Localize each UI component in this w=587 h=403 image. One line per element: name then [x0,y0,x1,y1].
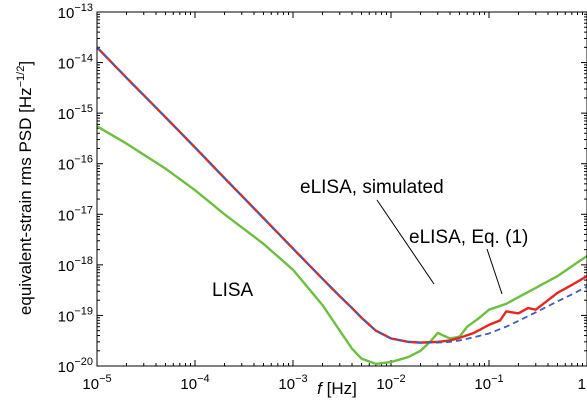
y-axis-label-exp: −1/2 [15,66,27,88]
series-line-elisa-eq [96,46,587,344]
annotation-lisa: LISA [212,280,254,301]
y-tick-label: 10−13 [58,2,93,22]
y-tick-label-base: 10 [58,258,75,275]
x-tick-label-base: 1 [578,376,586,393]
y-tick-label-base: 10 [58,5,75,22]
x-tick-label: 10−3 [278,373,307,393]
y-tick-label: 10−16 [58,154,93,174]
y-tick-label: 10−19 [58,305,93,325]
y-tick-label: 10−18 [58,255,93,275]
x-tick-labels: 10−5 10−4 10−3 10−2 10−1 1 [82,373,586,393]
y-tick-label-base: 10 [58,157,75,174]
x-axis-label-unit: [Hz] [322,379,357,398]
x-tick-label: 10−2 [376,373,405,393]
x-tick-label: 1 [578,376,586,393]
y-tick-label: 10−17 [58,204,93,224]
x-axis-label-var: f [317,379,324,398]
leader-line-elisa-simulated [376,199,435,285]
x-tick-label-base: 10 [82,376,99,393]
x-tick-label-exp: −1 [491,373,504,385]
y-tick-label-base: 10 [58,308,75,325]
y-tick-label-exp: −13 [74,2,93,14]
x-tick-label-base: 10 [376,376,393,393]
y-tick-label-base: 10 [58,359,75,376]
x-tick-label-base: 10 [180,376,197,393]
y-axis-label-close: ] [16,61,35,66]
y-tick-label-exp: −14 [74,53,93,65]
y-tick-label: 10−20 [58,356,93,376]
y-tick-label-exp: −16 [74,154,93,166]
y-tick-label: 10−15 [58,103,93,123]
y-tick-label: 10−14 [58,53,93,73]
y-axis-label: equivalent-strain rms PSD [Hz−1/2] [15,61,35,315]
x-tick-label-exp: −4 [197,373,210,385]
leader-line-elisa-eq [486,248,503,295]
y-tick-label-exp: −18 [74,255,93,267]
x-tick-label-exp: −2 [393,373,406,385]
series-layer [96,46,587,366]
y-tick-label-base: 10 [58,56,75,73]
series-line-lisa [96,125,587,366]
x-tick-label-exp: −3 [295,373,308,385]
plot-frame [96,11,587,367]
annotation-elisa-eq: eLISA, Eq. (1) [409,227,528,248]
y-tick-label-base: 10 [58,106,75,123]
x-tick-label-base: 10 [278,376,295,393]
x-axis-label: f [Hz] [317,379,357,398]
y-tick-label-exp: −20 [74,356,93,368]
annotation-elisa-simulated: eLISA, simulated [300,177,444,198]
x-tick-label-base: 10 [474,376,491,393]
y-tick-label-exp: −19 [74,305,93,317]
y-axis-label-main: equivalent-strain rms PSD [Hz [16,87,35,315]
y-tick-label-exp: −15 [74,103,93,115]
y-tick-label-exp: −17 [74,204,93,216]
x-tick-label: 10−5 [82,373,111,393]
x-tick-label: 10−1 [474,373,503,393]
x-tick-label: 10−4 [180,373,209,393]
y-tick-label-base: 10 [58,207,75,224]
x-tick-label-exp: −5 [99,373,112,385]
